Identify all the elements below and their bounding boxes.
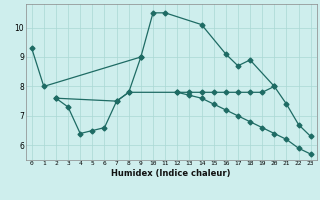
- X-axis label: Humidex (Indice chaleur): Humidex (Indice chaleur): [111, 169, 231, 178]
